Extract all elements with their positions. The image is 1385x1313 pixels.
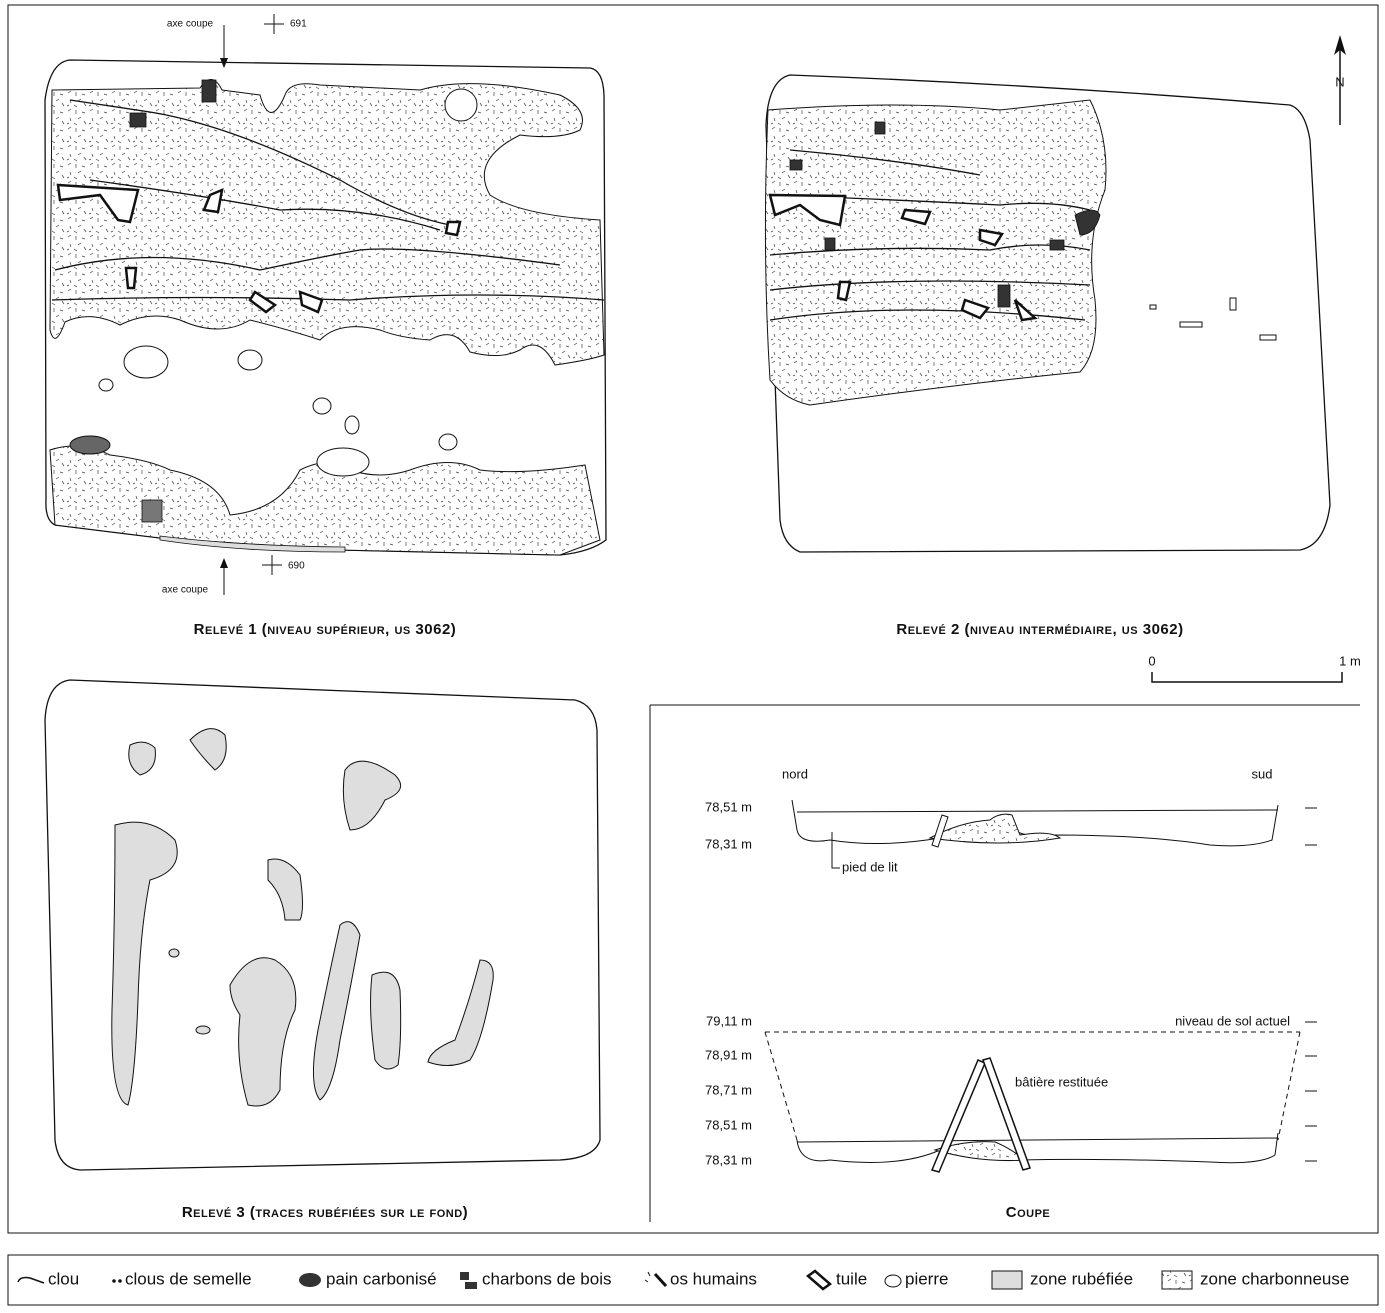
scale-label: 0 [1148,653,1155,668]
note: bâtière restituée [1015,1074,1108,1089]
plan-1: axe coupe 691 axe coupe 690 Relevé 1 (ni… [44,14,607,638]
note: pied de lit [842,859,898,874]
level-label: 78,31 m [705,1152,752,1167]
grid-label: 691 [290,19,307,30]
level-label: 78,91 m [705,1047,752,1062]
level-label: 78,51 m [705,1117,752,1132]
grid-label: 690 [288,561,305,572]
caption: Relevé 1 (niveau supérieur, us 3062) [194,621,457,638]
orientation: nord [782,766,808,781]
level-label: 78,51 m [705,799,752,814]
section: nord sud 78,51 m 78,31 m pied de lit 79,… [649,704,1360,1222]
caption: Coupe [1006,1204,1051,1221]
ground-label: niveau de sol actuel [1175,1013,1290,1028]
level-label: 78,71 m [705,1082,752,1097]
plan-3: Relevé 3 (traces rubéfiées sur le fond) [44,679,601,1221]
legend-label: pierre [905,1269,948,1288]
scale-label: 1 m [1339,653,1361,668]
legend-label: zone charbonneuse [1200,1269,1349,1288]
caption: Relevé 3 (traces rubéfiées sur le fond) [182,1204,468,1221]
plan-2: N Relevé 2 (niveau intermédiaire, us 306… [764,35,1361,683]
legend-label: os humains [670,1269,757,1288]
legend-label: charbons de bois [482,1269,611,1288]
legend-label: zone rubéfiée [1030,1269,1133,1288]
orientation: sud [1252,766,1273,781]
legend-label: pain carbonisé [326,1269,437,1288]
level-label: 79,11 m [706,1013,752,1028]
frame [7,4,1379,1234]
north-label: N [1335,74,1344,89]
axis-label: axe coupe [162,585,209,596]
legend: clou clous de semelle pain carbonisé cha… [7,1254,1379,1306]
level-label: 78,31 m [705,836,752,851]
axis-label: axe coupe [167,19,214,30]
legend-label: clous de semelle [125,1269,252,1288]
legend-label: clou [48,1269,79,1288]
caption: Relevé 2 (niveau intermédiaire, us 3062) [896,621,1183,638]
legend-label: tuile [836,1269,867,1288]
